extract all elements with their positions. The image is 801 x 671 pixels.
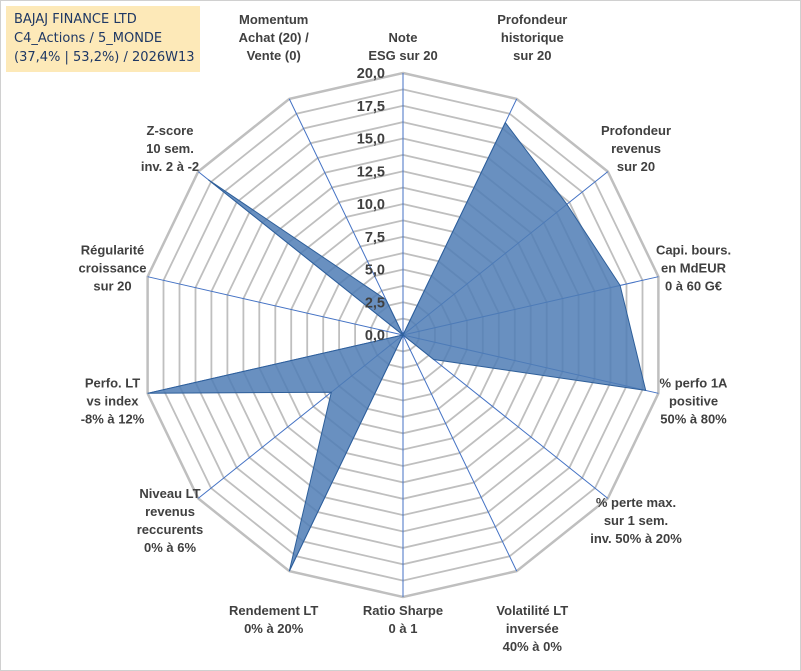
axis-label: % perte max. sur 1 sem. inv. 50% à 20% (590, 495, 682, 546)
axis-spoke (288, 98, 404, 336)
tick-label: 20,0 (357, 66, 385, 82)
tick-label: 2,5 (365, 295, 385, 311)
axis-label: Profondeur historique sur 20 (497, 12, 567, 63)
axis-label: Ratio Sharpe 0 à 1 (363, 603, 443, 636)
axis-label: Volatilité LT inversée 40% à 0% (496, 603, 568, 654)
axis-label: Rendement LT 0% à 20% (229, 603, 318, 636)
axis-spoke (402, 334, 518, 572)
axis-label: Note ESG sur 20 (368, 30, 437, 63)
axis-label: Perfo. LT vs index -8% à 12% (81, 375, 145, 426)
tick-label: 10,0 (357, 197, 385, 213)
axis-label: Z-score 10 sem. inv. 2 à -2 (141, 123, 199, 174)
company-name: BAJAJ FINANCE LTD (14, 12, 137, 27)
axis-spoke (147, 276, 404, 336)
stats-line: (37,4% | 53,2%) / 2026W13 (14, 50, 195, 65)
axis-spoke (402, 334, 609, 499)
tick-label: 15,0 (357, 132, 385, 148)
tick-layer: 0,0 2,5 5,0 7,5 10,0 12,5 15,0 17,5 20,0 (357, 66, 385, 344)
series-area (147, 121, 647, 572)
tick-label: 0,0 (365, 328, 385, 344)
label-layer: Note ESG sur 20 Profondeur historique sur 20… (79, 12, 732, 654)
series-layer (147, 121, 647, 572)
tick-label: 5,0 (365, 263, 385, 279)
axis-label: Profondeur revenus sur 20 (601, 123, 671, 174)
tick-label: 17,5 (357, 99, 385, 115)
info-box: BAJAJ FINANCE LTD C4_Actions / 5_MONDE (… (6, 6, 200, 72)
category-line: C4_Actions / 5_MONDE (14, 31, 163, 46)
axis-label: Niveau LT revenus reccurents 0% à 6% (137, 486, 203, 555)
tick-label: 12,5 (357, 164, 385, 180)
axis-label: Régularité croissance sur 20 (79, 243, 147, 294)
axis-label: % perfo 1A positive 50% à 80% (660, 375, 729, 426)
axis-label: Momentum Achat (20) / Vente (0) (239, 12, 309, 63)
tick-label: 7,5 (365, 230, 385, 246)
axis-label: Capi. bours. en MdEUR 0 à 60 G€ (656, 243, 731, 294)
